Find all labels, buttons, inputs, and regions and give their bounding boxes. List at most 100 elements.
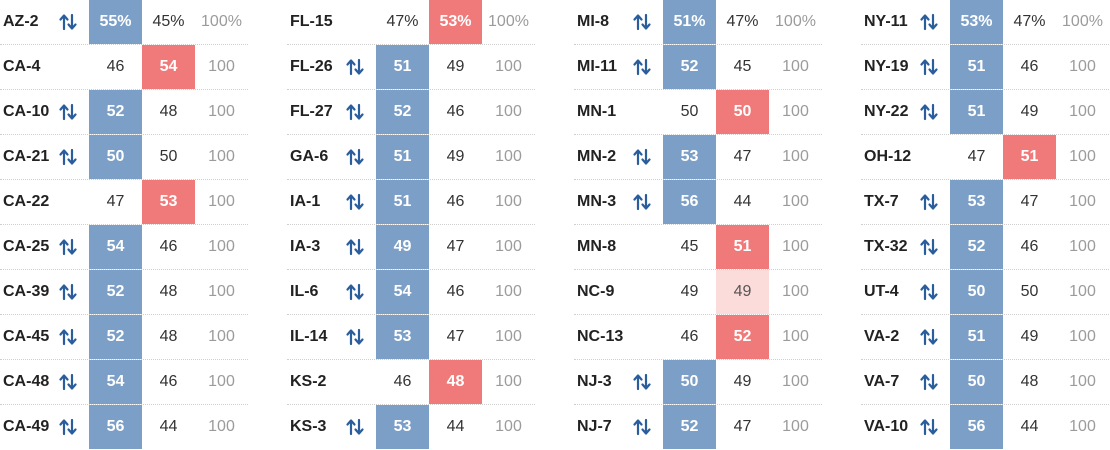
district-row: UT-4 50 50 100 — [861, 270, 1109, 315]
dem-share-cell: 53 — [376, 315, 429, 359]
dem-share-cell: 50 — [950, 360, 1003, 404]
results-column: FL-15 47% 53% 100% FL-26 51 49 100 FL-27 52 46 100 G… — [287, 0, 535, 450]
total-cell: 100 — [495, 58, 522, 75]
results-column: AZ-2 55% 45% 100% CA-4 46 54 100 CA-10 52 48 100 CA-… — [0, 0, 248, 450]
dem-share-cell: 56 — [950, 405, 1003, 449]
district-row: IA-1 51 46 100 — [287, 180, 535, 225]
district-row: OH-12 47 51 100 — [861, 135, 1109, 180]
district-row: NC-13 46 52 100 — [574, 315, 822, 360]
swap-arrows-icon — [919, 282, 939, 302]
district-label: CA-45 — [3, 328, 50, 345]
district-label: TX-7 — [864, 193, 899, 210]
district-label: MN-2 — [577, 148, 617, 165]
dem-share-cell: 53 — [663, 135, 716, 179]
rep-share-cell: 51 — [716, 225, 769, 269]
district-row: TX-32 52 46 100 — [861, 225, 1109, 270]
district-label: AZ-2 — [3, 13, 39, 30]
dem-share-cell: 47 — [106, 193, 125, 210]
total-cell: 100 — [782, 283, 809, 300]
swap-arrows-icon — [345, 237, 365, 257]
rep-share-cell: 46 — [446, 103, 465, 120]
rep-share-cell: 49 — [1020, 328, 1039, 345]
district-row: CA-25 54 46 100 — [0, 225, 248, 270]
district-row: NJ-3 50 49 100 — [574, 360, 822, 405]
district-row: VA-10 56 44 100 — [861, 405, 1109, 450]
total-cell: 100 — [1069, 58, 1096, 75]
results-column: NY-11 53% 47% 100% NY-19 51 46 100 NY-22 51 49 100 O… — [861, 0, 1109, 450]
dem-share-cell: 52 — [663, 405, 716, 449]
district-label: NY-22 — [864, 103, 909, 120]
rep-share-cell: 46 — [1020, 58, 1039, 75]
swap-arrows-icon — [58, 417, 78, 437]
rep-share-cell: 50 — [716, 90, 769, 134]
dem-share-cell: 50 — [89, 135, 142, 179]
swap-arrows-icon — [58, 282, 78, 302]
dem-share-cell: 52 — [950, 225, 1003, 269]
rep-share-cell: 44 — [446, 418, 465, 435]
swap-arrows-icon — [919, 12, 939, 32]
dem-share-cell: 50 — [663, 360, 716, 404]
dem-share-cell: 51 — [376, 45, 429, 89]
district-label: CA-39 — [3, 283, 50, 300]
total-cell: 100 — [495, 103, 522, 120]
district-row: CA-22 47 53 100 — [0, 180, 248, 225]
total-cell: 100 — [208, 148, 235, 165]
rep-share-cell: 46 — [1020, 238, 1039, 255]
dem-share-cell: 51 — [950, 315, 1003, 359]
district-label: KS-3 — [290, 418, 327, 435]
district-label: GA-6 — [290, 148, 329, 165]
rep-share-cell: 49 — [716, 270, 769, 314]
swap-arrows-icon — [58, 12, 78, 32]
district-label: MI-8 — [577, 13, 609, 30]
dem-share-cell: 49 — [376, 225, 429, 269]
dem-share-cell: 51 — [950, 45, 1003, 89]
dem-share-cell: 45 — [680, 238, 699, 255]
total-cell: 100 — [495, 328, 522, 345]
district-row: NY-19 51 46 100 — [861, 45, 1109, 90]
swap-arrows-icon — [632, 147, 652, 167]
district-row: IL-14 53 47 100 — [287, 315, 535, 360]
district-label: MN-3 — [577, 193, 617, 210]
district-row: VA-2 51 49 100 — [861, 315, 1109, 360]
district-row: CA-4 46 54 100 — [0, 45, 248, 90]
rep-share-cell: 46 — [446, 193, 465, 210]
district-row: TX-7 53 47 100 — [861, 180, 1109, 225]
total-cell: 100 — [782, 193, 809, 210]
total-cell: 100 — [1069, 238, 1096, 255]
swap-arrows-icon — [345, 282, 365, 302]
district-row: MN-2 53 47 100 — [574, 135, 822, 180]
swap-arrows-icon — [632, 192, 652, 212]
swap-arrows-icon — [919, 417, 939, 437]
district-row: MN-3 56 44 100 — [574, 180, 822, 225]
district-row: MN-1 50 50 100 — [574, 90, 822, 135]
rep-share-cell: 44 — [733, 193, 752, 210]
district-row: CA-49 56 44 100 — [0, 405, 248, 450]
rep-share-cell: 53 — [142, 180, 195, 224]
swap-arrows-icon — [632, 57, 652, 77]
district-label: NY-19 — [864, 58, 909, 75]
swap-arrows-icon — [58, 372, 78, 392]
rep-share-cell: 51 — [1003, 135, 1056, 179]
swap-arrows-icon — [345, 57, 365, 77]
rep-share-cell: 46 — [159, 373, 178, 390]
swap-arrows-icon — [345, 147, 365, 167]
rep-share-cell: 44 — [159, 418, 178, 435]
total-cell: 100 — [1069, 148, 1096, 165]
district-label: CA-48 — [3, 373, 50, 390]
rep-share-cell: 47 — [446, 328, 465, 345]
dem-share-cell: 54 — [376, 270, 429, 314]
rep-share-cell: 50 — [1020, 283, 1039, 300]
dem-share-cell: 50 — [950, 270, 1003, 314]
district-label: MI-11 — [577, 58, 618, 75]
rep-share-cell: 50 — [159, 148, 178, 165]
dem-share-cell: 52 — [89, 90, 142, 134]
district-label: NC-13 — [577, 328, 624, 345]
total-cell: 100 — [208, 103, 235, 120]
total-cell: 100 — [208, 283, 235, 300]
total-cell: 100 — [1069, 283, 1096, 300]
dem-share-cell: 52 — [89, 270, 142, 314]
district-label: NY-11 — [864, 13, 908, 30]
rep-share-cell: 44 — [1020, 418, 1039, 435]
swap-arrows-icon — [919, 102, 939, 122]
